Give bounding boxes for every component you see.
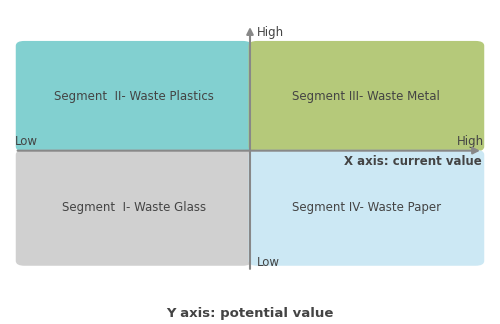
FancyBboxPatch shape <box>248 41 484 151</box>
Text: Low: Low <box>15 135 38 148</box>
Text: High: High <box>257 26 284 39</box>
FancyBboxPatch shape <box>16 41 252 151</box>
Text: Low: Low <box>257 256 280 269</box>
Text: Y axis: potential value: Y axis: potential value <box>166 307 334 320</box>
Text: X axis: current value: X axis: current value <box>344 155 481 168</box>
Text: Segment  I- Waste Glass: Segment I- Waste Glass <box>62 201 206 214</box>
Text: Segment  II- Waste Plastics: Segment II- Waste Plastics <box>54 90 214 103</box>
Text: High: High <box>457 135 484 148</box>
Text: Segment IV- Waste Paper: Segment IV- Waste Paper <box>292 201 441 214</box>
Text: Segment III- Waste Metal: Segment III- Waste Metal <box>292 90 440 103</box>
FancyBboxPatch shape <box>248 150 484 266</box>
FancyBboxPatch shape <box>16 150 252 266</box>
